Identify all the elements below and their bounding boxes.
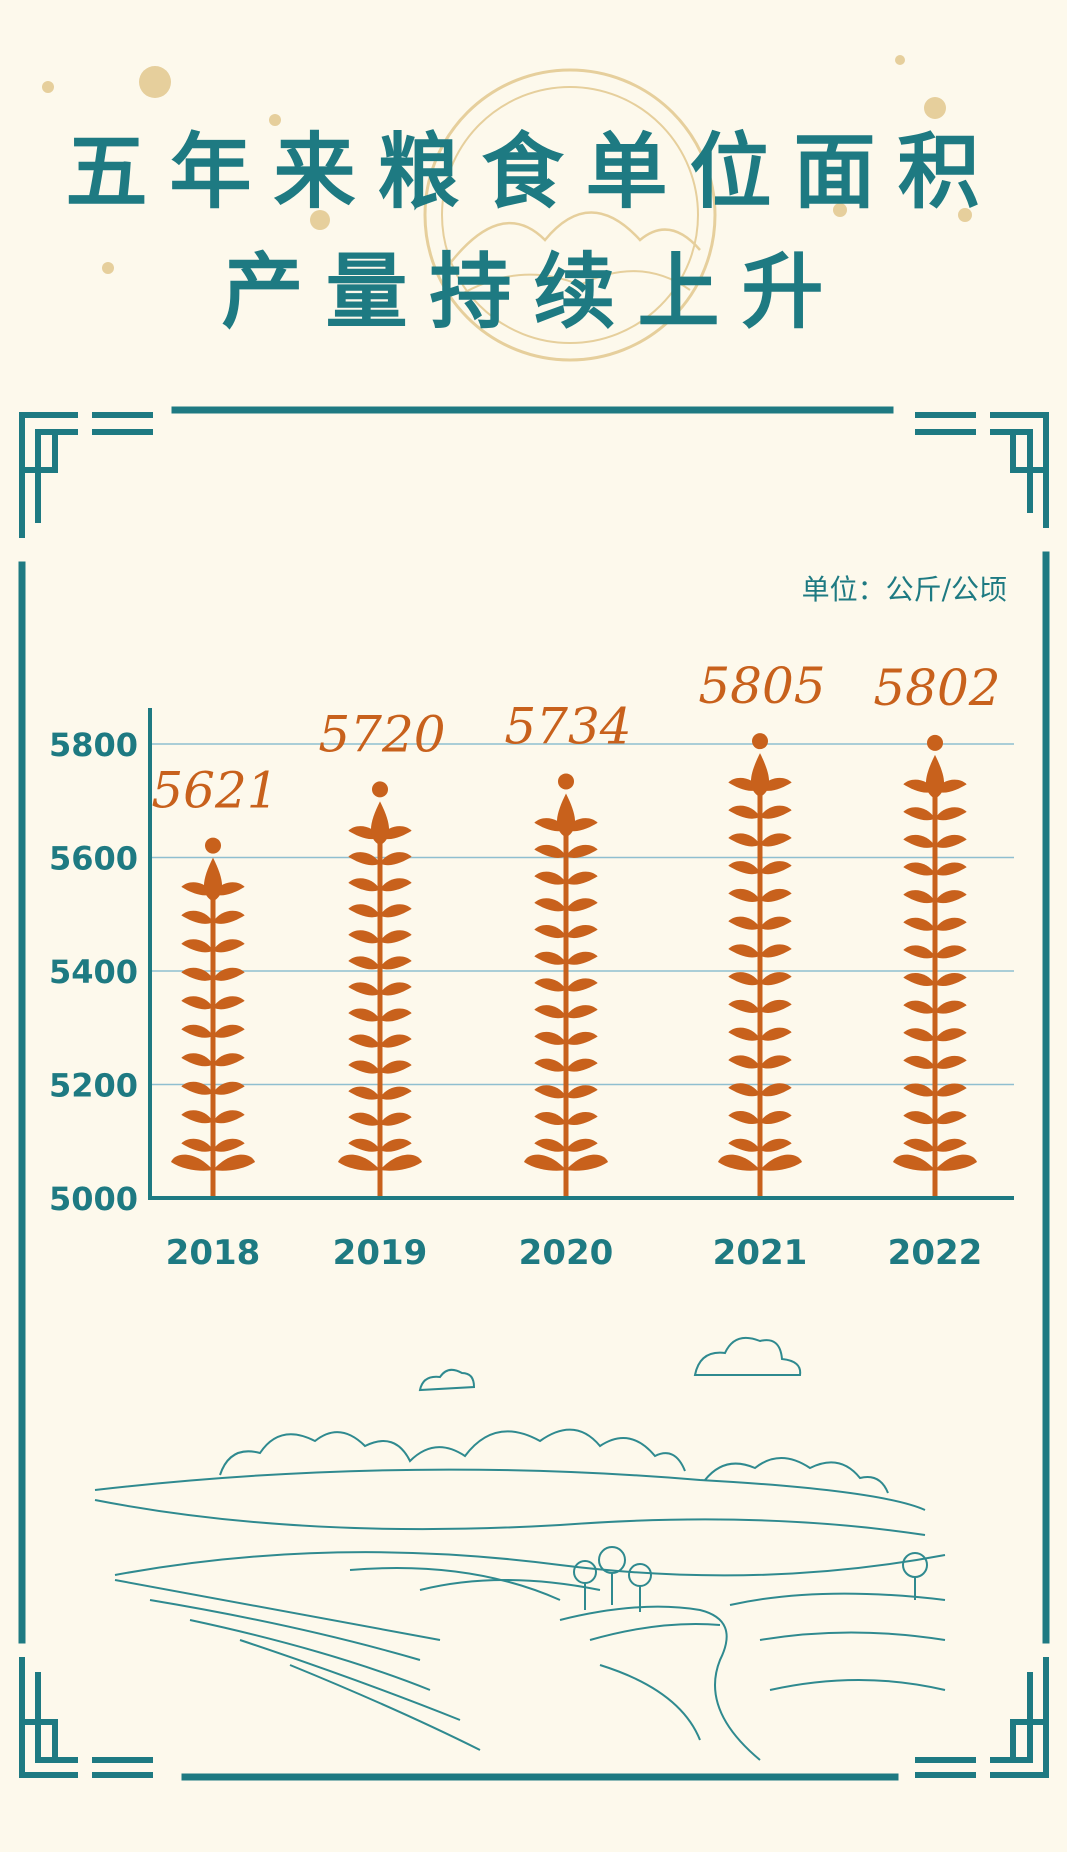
wheat-leaf [213,1154,255,1171]
wheat-top-dot [205,837,221,854]
wheat-tip [370,801,390,846]
y-tick-label: 5800 [49,726,138,764]
value-label: 5621 [151,762,278,820]
bar-chart: 5000 5200 5400 5600 5800 5621 5720 5734 5805 580… [49,657,1014,1273]
wheat-bar-2020: 5734 [504,697,632,1196]
x-tick-label: 2021 [713,1233,808,1273]
x-tick-label: 2018 [166,1233,261,1273]
wheat-tip [750,753,770,798]
wheat-leaf [718,1154,760,1171]
wheat-leaf [524,1154,566,1171]
value-label: 5734 [504,697,631,755]
wheat-bar-2022: 5802 [873,659,1001,1196]
wheat-leaf [380,1154,422,1171]
y-tick-label: 5000 [49,1180,138,1218]
wheat-top-dot [558,773,574,790]
wheat-leaf [566,1154,608,1171]
x-tick-label: 2020 [519,1233,614,1273]
x-axis-tick-labels: 2018 2019 2020 2021 2022 [166,1233,983,1273]
title-badge-decoration [423,68,717,362]
wheat-tip [556,793,576,838]
page-title-line-1: 五年来粮食单位面积 [65,124,1002,220]
x-tick-label: 2019 [333,1233,428,1273]
wheat-bar-2019: 5720 [318,705,446,1196]
wheat-bar-2021: 5805 [698,657,826,1196]
value-label: 5720 [318,705,445,763]
wheat-leaf [935,1154,977,1171]
y-tick-label: 5600 [49,840,138,878]
wheat-tip [203,857,223,902]
value-label: 5805 [698,657,825,715]
wheat-top-dot [372,781,388,798]
wheat-tip [925,754,945,799]
x-tick-label: 2022 [888,1233,983,1273]
wheat-leaf [338,1154,380,1171]
y-tick-label: 5200 [49,1067,138,1105]
wheat-leaf [760,1154,802,1171]
page-title-line-2: 产量持续上升 [221,244,846,340]
value-label: 5802 [873,659,1000,717]
wheat-leaf [893,1154,935,1171]
wheat-bar-2018: 5621 [151,762,279,1196]
y-axis-tick-labels: 5000 5200 5400 5600 5800 [49,726,138,1218]
gridlines [150,743,1014,1086]
decorative-frame [18,406,1050,1781]
y-tick-label: 5400 [49,953,138,991]
wheat-top-dot [752,733,768,750]
wheat-top-dot [927,734,943,751]
gold-dots-decoration [42,55,972,274]
wheat-leaf [171,1154,213,1171]
landscape-illustration [94,1337,946,1761]
unit-label: 单位：公斤/公顷 [801,573,1007,606]
wheat-bars: 5621 5720 5734 5805 5802 [151,657,1001,1196]
